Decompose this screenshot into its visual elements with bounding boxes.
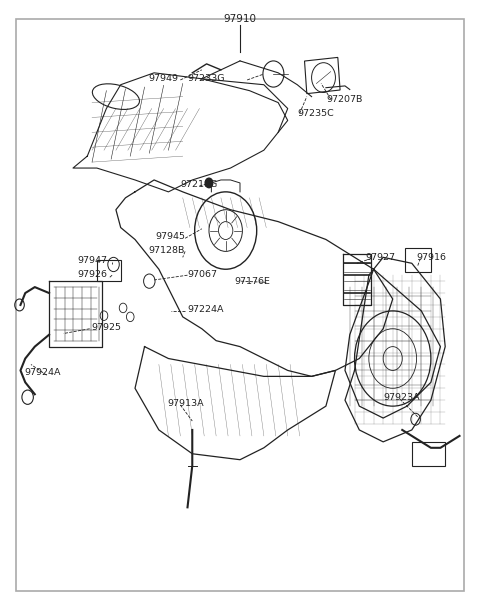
Text: 97913A: 97913A xyxy=(168,399,204,408)
Text: 97945: 97945 xyxy=(155,232,185,241)
Text: 97176E: 97176E xyxy=(234,277,270,286)
Text: 97927: 97927 xyxy=(365,253,395,262)
Bar xyxy=(412,442,445,466)
Text: 97233G: 97233G xyxy=(188,74,225,83)
Bar xyxy=(405,248,431,272)
Bar xyxy=(97,260,120,281)
Text: 97947: 97947 xyxy=(77,256,108,265)
Text: 97207B: 97207B xyxy=(326,94,362,103)
Text: 97067: 97067 xyxy=(188,270,217,279)
Text: 97923A: 97923A xyxy=(383,393,420,402)
Text: 97916: 97916 xyxy=(417,253,446,262)
Text: 97949: 97949 xyxy=(148,74,178,83)
Text: 97924A: 97924A xyxy=(24,368,61,377)
Text: 97224A: 97224A xyxy=(188,305,224,314)
Circle shape xyxy=(205,178,213,188)
Text: 97128B: 97128B xyxy=(149,246,185,255)
Text: 97925: 97925 xyxy=(91,323,121,332)
Text: 97910: 97910 xyxy=(224,14,256,25)
Bar xyxy=(304,57,340,94)
Text: 97926: 97926 xyxy=(77,270,108,279)
Text: 97235C: 97235C xyxy=(297,109,334,118)
Text: 97218G: 97218G xyxy=(180,179,217,188)
